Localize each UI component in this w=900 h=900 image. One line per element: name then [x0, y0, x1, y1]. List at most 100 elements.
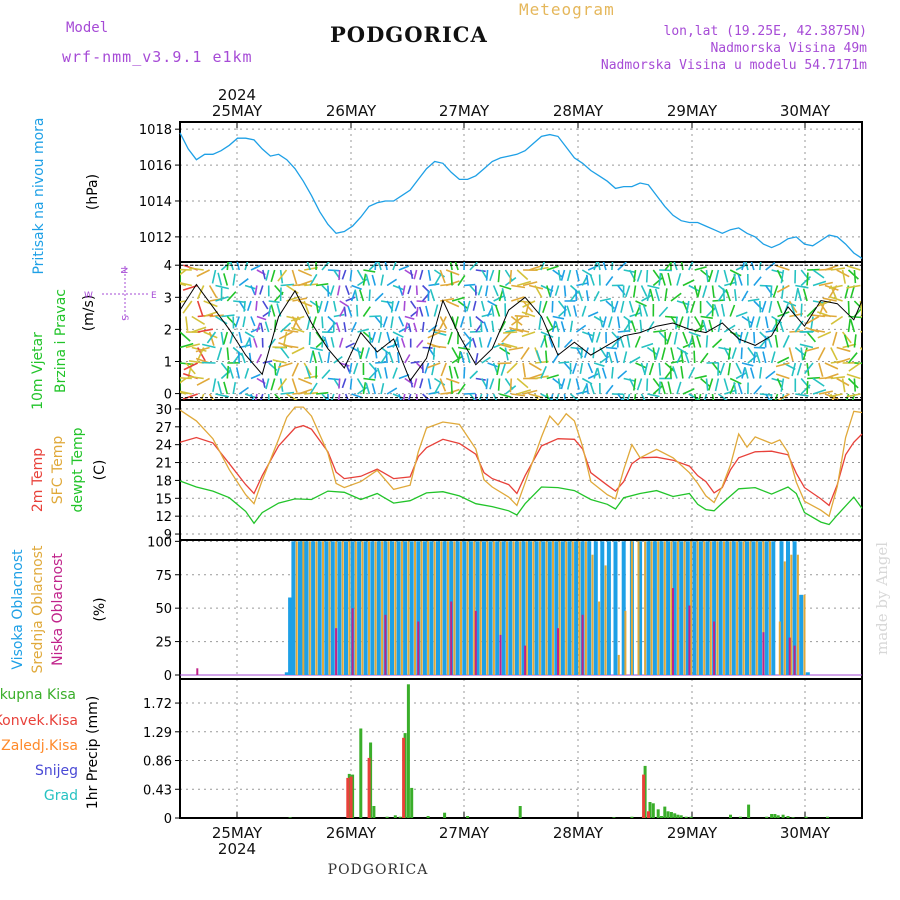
wind-arrow — [841, 331, 852, 344]
wind-arrow — [481, 356, 491, 364]
wind-arrow — [272, 359, 287, 364]
wind-arrow — [705, 378, 709, 391]
wind-arrow — [369, 315, 381, 318]
wind-arrow — [522, 281, 538, 287]
wind-arrows — [180, 262, 862, 400]
wind-arrow — [777, 393, 790, 400]
wind-arrow — [226, 262, 229, 271]
wind-arrow — [817, 331, 832, 339]
elevation-label: Nadmorska Visina 49m — [710, 41, 867, 56]
high-cloud-bar — [685, 541, 690, 675]
wind-arrow — [812, 269, 825, 279]
wind-arrow — [680, 365, 684, 379]
meteogram-label: Meteogram — [519, 0, 615, 19]
wind-arrow — [593, 291, 600, 302]
wind-arrow — [338, 269, 341, 281]
wind-arrow — [846, 373, 861, 380]
wind-arrow — [753, 384, 762, 395]
total-precip-bar — [393, 815, 397, 818]
wind-arrow — [503, 331, 518, 334]
wind-arrow — [552, 269, 563, 278]
wind-arrow — [390, 300, 394, 313]
wind-arrow — [185, 316, 189, 331]
wind-arrow — [392, 284, 405, 291]
wind-arrow — [759, 300, 762, 313]
pressure-unit: (hPa) — [85, 174, 101, 210]
total-precip-bar — [781, 814, 785, 818]
wind-arrow — [459, 316, 465, 328]
wind-arrow — [357, 278, 368, 287]
wind-arrow — [315, 300, 319, 314]
wind-arrow — [277, 269, 288, 282]
conv-precip-bar — [346, 777, 350, 818]
wind-arrow — [690, 300, 696, 313]
wind-arrow — [329, 285, 335, 296]
wind-arrow — [741, 362, 754, 367]
wind-arrow — [575, 378, 580, 390]
wind-arrow — [587, 373, 599, 380]
wind-arrow — [457, 350, 462, 364]
wind-arrow — [413, 378, 418, 388]
wind-arrow — [400, 337, 406, 348]
pressure-line — [179, 132, 863, 259]
high-cloud-bar — [344, 541, 348, 675]
wind-arrow — [351, 284, 362, 291]
wind-arrow — [762, 351, 767, 364]
total-precip-bar — [651, 803, 655, 818]
high-cloud-bar — [298, 541, 302, 675]
wind-arrow — [734, 289, 737, 302]
wind-arrow — [740, 347, 743, 360]
wind-arrow — [824, 373, 839, 380]
wind-arrow — [735, 362, 743, 375]
wind-arrow — [664, 262, 673, 271]
wind-arrow — [540, 365, 547, 379]
wind-arrow — [627, 319, 631, 333]
mid-cloud-bar — [315, 541, 318, 675]
total-precip-bar — [398, 816, 402, 818]
wind-arrow — [385, 351, 388, 364]
wind-arrow — [791, 362, 797, 377]
y-tick-label: 4 — [164, 259, 172, 274]
wind-arrow — [673, 262, 678, 271]
wind-arrow — [617, 316, 621, 329]
wind-arrow — [392, 331, 404, 338]
high-cloud-bar — [758, 541, 763, 675]
wind-arrow — [286, 284, 299, 294]
wind-arrow — [496, 362, 501, 376]
wind-arrow — [579, 362, 584, 375]
wind-arrow — [682, 388, 695, 395]
wind-arrow — [521, 331, 536, 338]
wind-arrow — [481, 313, 492, 318]
wind-arrow — [847, 377, 859, 389]
wind-arrow — [611, 300, 614, 313]
wind-arrow — [542, 300, 548, 314]
high-cloud-bar — [738, 541, 743, 675]
wind-arrow — [552, 315, 565, 320]
wind-arrow — [546, 393, 550, 400]
wind-arrow — [396, 336, 400, 348]
wind-speed-line — [179, 283, 863, 382]
wind-arrow — [350, 290, 356, 302]
mid-cloud-bar — [295, 541, 298, 675]
wind-arrow — [630, 320, 637, 333]
wind-arrow — [636, 378, 643, 391]
y-tick-label: 12 — [155, 510, 172, 525]
wind-arrow — [557, 269, 562, 281]
wind-arrow — [260, 322, 264, 333]
wind-arrow — [185, 343, 200, 349]
wind-arrow — [744, 367, 749, 379]
wind-arrow — [238, 386, 249, 395]
wind-arrow — [587, 362, 594, 374]
total-precip-bar — [288, 817, 292, 818]
wind-arrow — [733, 382, 737, 395]
wind-arrow — [497, 362, 512, 365]
wind-arrow — [445, 269, 460, 276]
wind-arrow — [805, 346, 820, 352]
high-cloud-bar — [304, 541, 309, 675]
wind-arrow — [622, 351, 628, 364]
wind-arrow — [711, 393, 715, 400]
wind-arrow — [797, 288, 802, 302]
wind-arrow — [576, 282, 588, 287]
wind-arrow — [640, 393, 646, 400]
wind-arrow — [577, 290, 584, 302]
